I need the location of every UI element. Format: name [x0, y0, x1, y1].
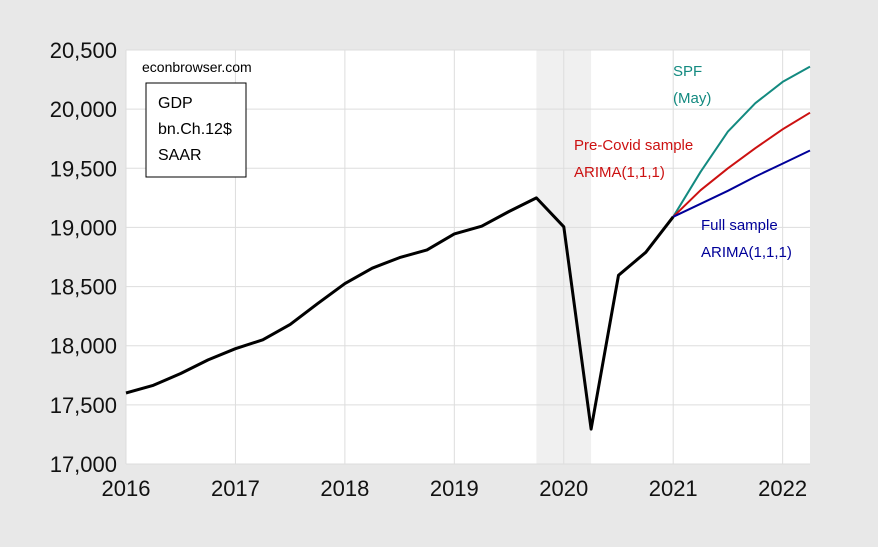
y-tick-label: 19,000: [50, 215, 117, 240]
series-lines: [125, 65, 811, 431]
x-tick-label: 2021: [649, 476, 698, 501]
source-label: econbrowser.com: [142, 59, 252, 75]
x-tick-label: 2019: [430, 476, 479, 501]
annotation-full-line-1: Full sample: [701, 217, 778, 234]
y-tick-label: 17,500: [50, 393, 117, 418]
annotation-spf-line-1: SPF: [673, 63, 702, 80]
series-line-full-arima: [672, 149, 811, 218]
y-tick-label: 20,500: [50, 38, 117, 63]
legend-box-line-1: GDP: [158, 95, 193, 112]
x-tick-label: 2017: [211, 476, 260, 501]
legend-box: [145, 82, 247, 178]
y-tick-label: 20,000: [50, 97, 117, 122]
x-tick-label: 2020: [539, 476, 588, 501]
annotation-spf-line-2: (May): [673, 90, 711, 107]
y-tick-label: 18,000: [50, 334, 117, 359]
series-line-spf: [672, 65, 811, 218]
x-tick-label: 2018: [320, 476, 369, 501]
annotation-precovid-line-1: Pre-Covid sample: [574, 137, 693, 154]
series-line-precovid-arima: [672, 111, 811, 218]
y-axis-ticks: 17,000 17,500 18,000 18,500 19,000 19,500 20,0…: [50, 38, 117, 477]
x-tick-label: 2022: [758, 476, 807, 501]
x-axis-ticks: 2016 2017 2018 2019 2020 2021 2022: [102, 476, 808, 501]
y-tick-label: 18,500: [50, 275, 117, 300]
y-tick-label: 19,500: [50, 156, 117, 181]
legend-box-line-2: bn.Ch.12$: [158, 121, 232, 138]
annotation-full-line-2: ARIMA(1,1,1): [701, 244, 792, 261]
x-tick-label: 2016: [102, 476, 151, 501]
series-line-gdp: [125, 196, 675, 431]
y-tick-label: 17,000: [50, 452, 117, 477]
annotation-precovid-line-2: ARIMA(1,1,1): [574, 164, 665, 181]
legend-box-line-3: SAAR: [158, 147, 202, 164]
